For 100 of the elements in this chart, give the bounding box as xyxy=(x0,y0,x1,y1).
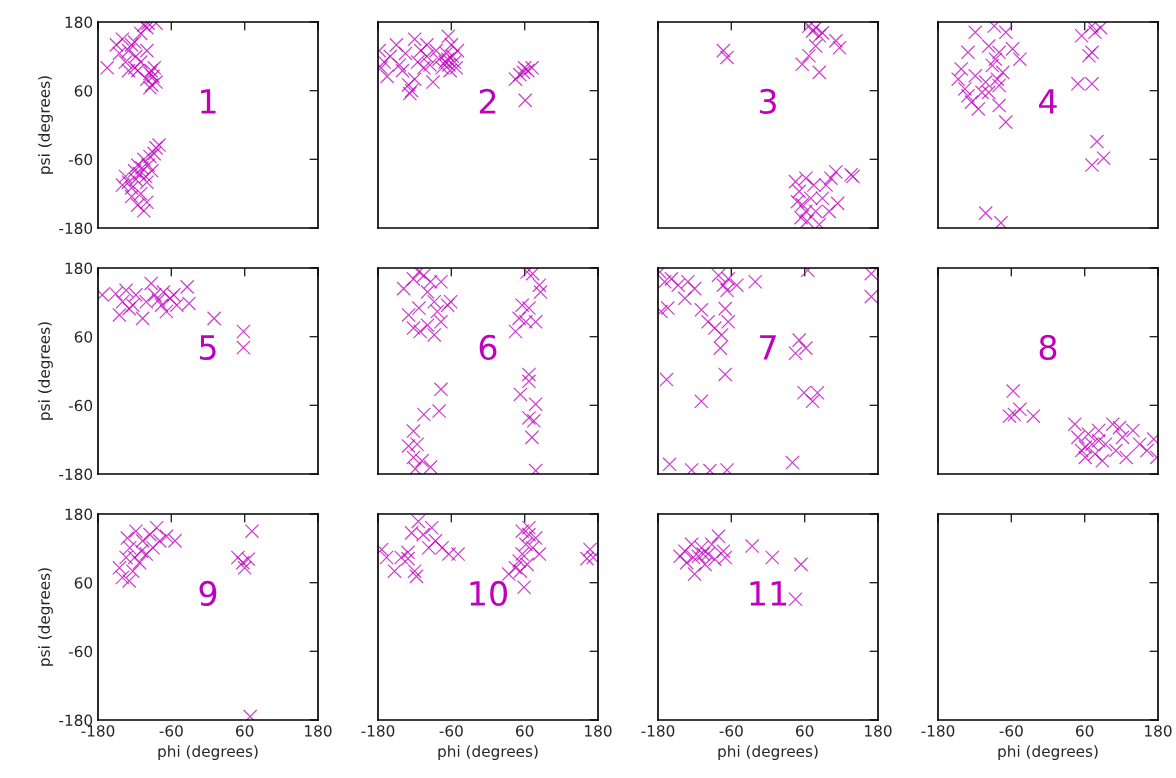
point xyxy=(998,25,1014,40)
point xyxy=(441,57,457,73)
point xyxy=(719,50,735,65)
point xyxy=(411,268,427,280)
point xyxy=(120,530,135,546)
x-tick-label: 180 xyxy=(305,725,332,737)
point xyxy=(121,175,136,190)
point xyxy=(516,65,531,80)
point xyxy=(118,550,134,565)
annotation: 11 xyxy=(750,581,787,606)
y-tick-label: -60 xyxy=(68,399,93,412)
point xyxy=(659,372,674,387)
point xyxy=(406,271,421,287)
y-axis-title: psi (degrees) xyxy=(38,322,53,420)
point xyxy=(440,297,455,313)
point xyxy=(127,550,142,565)
point xyxy=(670,277,686,293)
point xyxy=(406,423,421,439)
point xyxy=(389,37,404,53)
point xyxy=(441,546,457,562)
point xyxy=(765,550,780,565)
point xyxy=(711,268,726,283)
point xyxy=(398,46,413,61)
point xyxy=(180,279,195,295)
point xyxy=(400,551,416,566)
point xyxy=(798,171,814,186)
point xyxy=(159,529,174,544)
point xyxy=(991,45,1007,60)
x-tick-label: -60 xyxy=(439,725,463,737)
point xyxy=(401,307,416,323)
point xyxy=(524,430,540,445)
annotation: 2 xyxy=(479,88,496,114)
point xyxy=(416,60,432,75)
point xyxy=(968,25,983,40)
point xyxy=(974,85,990,100)
point xyxy=(528,530,543,546)
y-tick-label: 180 xyxy=(65,262,93,275)
point xyxy=(513,564,528,579)
point xyxy=(791,184,807,199)
point xyxy=(516,580,532,595)
point xyxy=(419,37,435,53)
point xyxy=(147,146,162,161)
point xyxy=(716,43,731,58)
point xyxy=(515,546,530,562)
point xyxy=(411,300,427,316)
point xyxy=(513,387,528,402)
point xyxy=(244,523,260,539)
point xyxy=(139,195,155,210)
point xyxy=(1084,157,1100,173)
point xyxy=(396,281,411,296)
point xyxy=(416,268,432,283)
point xyxy=(1005,41,1020,57)
point xyxy=(697,557,713,572)
point xyxy=(122,540,137,555)
point xyxy=(139,43,155,58)
point xyxy=(518,537,534,552)
annotation: 3 xyxy=(759,88,776,115)
point xyxy=(864,268,878,281)
point xyxy=(700,546,716,562)
point xyxy=(808,22,823,35)
point xyxy=(677,291,693,306)
point xyxy=(439,46,454,61)
point xyxy=(533,284,548,300)
point xyxy=(524,60,540,75)
x-tick-label: 180 xyxy=(585,725,612,737)
point xyxy=(1095,453,1110,469)
annotation: 8 xyxy=(1039,334,1057,361)
point xyxy=(978,74,993,90)
point xyxy=(407,564,422,579)
point xyxy=(677,543,693,559)
y-tick-label: -180 xyxy=(59,714,93,727)
point xyxy=(971,101,986,117)
point xyxy=(1096,150,1111,166)
point xyxy=(142,149,158,164)
point xyxy=(430,304,445,319)
point xyxy=(960,88,976,104)
point xyxy=(828,164,844,180)
point xyxy=(1132,437,1147,452)
point xyxy=(135,311,150,326)
point xyxy=(798,204,814,219)
annotation: 1 xyxy=(201,89,216,114)
point xyxy=(427,294,442,309)
point xyxy=(147,287,163,303)
point xyxy=(968,68,983,84)
point xyxy=(585,550,598,565)
x-tick-label: -180 xyxy=(921,725,955,737)
point xyxy=(428,533,443,549)
point xyxy=(511,311,527,326)
point xyxy=(512,67,527,82)
y-tick-label: 180 xyxy=(65,508,93,521)
point xyxy=(433,314,449,330)
point xyxy=(230,550,246,565)
point xyxy=(795,197,810,212)
point xyxy=(998,114,1014,130)
y-tick-label: -180 xyxy=(59,468,93,481)
point xyxy=(124,189,139,204)
point xyxy=(747,274,763,289)
point xyxy=(707,551,723,567)
point xyxy=(532,546,547,562)
point xyxy=(236,340,251,355)
